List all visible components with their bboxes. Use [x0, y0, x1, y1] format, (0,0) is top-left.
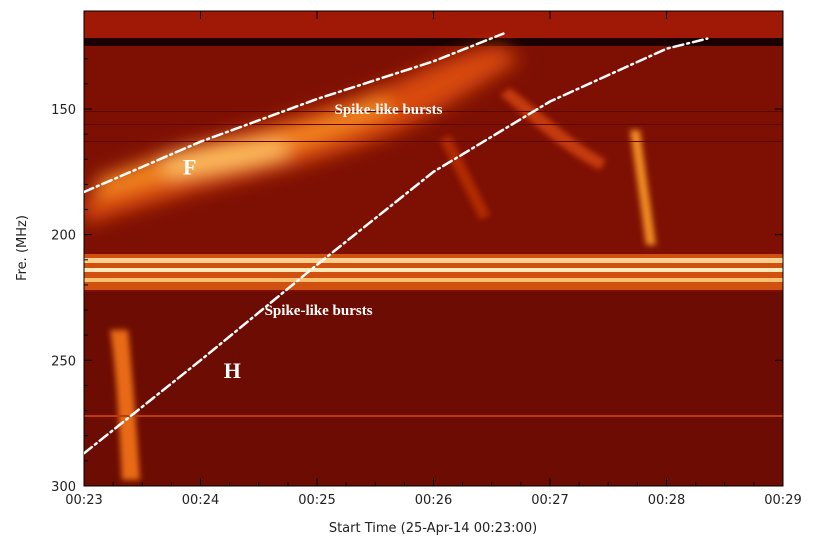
annotation-spike-bursts-upper: Spike-like bursts — [335, 102, 443, 118]
channel-line — [84, 141, 783, 142]
y-axis: 150 200 250 300 — [51, 58, 783, 495]
channel-line — [84, 111, 783, 112]
interference-band-hi-2 — [84, 268, 783, 272]
y-tick-label: 300 — [51, 480, 76, 495]
interference-band-hi-3 — [84, 278, 783, 282]
x-axis-title: Start Time (25-Apr-14 00:23:00) — [329, 521, 537, 536]
x-tick-label: 00:24 — [182, 493, 219, 508]
x-tick-label: 00:25 — [298, 493, 335, 508]
x-tick-label: 00:28 — [648, 493, 685, 508]
drift-line-h — [84, 37, 709, 455]
annotation-h-label: H — [224, 358, 241, 383]
drift-lines — [84, 32, 709, 455]
annotation-f-label: F — [183, 154, 196, 179]
channel-line — [84, 415, 783, 417]
x-tick-label: 00:29 — [764, 493, 801, 508]
interference-band-hi-1 — [84, 258, 783, 263]
lower-dark-region — [84, 292, 783, 486]
drift-line-f — [84, 32, 505, 194]
y-tick-label: 250 — [51, 354, 76, 369]
x-tick-label: 00:26 — [415, 493, 452, 508]
spike-emissions — [110, 88, 656, 480]
y-axis-title: Fre. (MHz) — [15, 215, 30, 281]
annotation-spike-bursts-lower: Spike-like bursts — [265, 303, 373, 319]
x-tick-label: 00:23 — [65, 493, 102, 508]
top-dark-stripe — [84, 38, 783, 46]
y-tick-label: 200 — [51, 229, 76, 244]
f-emission-cloud — [84, 46, 520, 225]
y-tick-label: 150 — [51, 103, 76, 118]
x-tick-label: 00:27 — [531, 493, 568, 508]
x-axis: 00:23 00:24 00:25 00:26 00:27 00:28 00:29 — [65, 11, 802, 508]
channel-line — [84, 124, 783, 125]
